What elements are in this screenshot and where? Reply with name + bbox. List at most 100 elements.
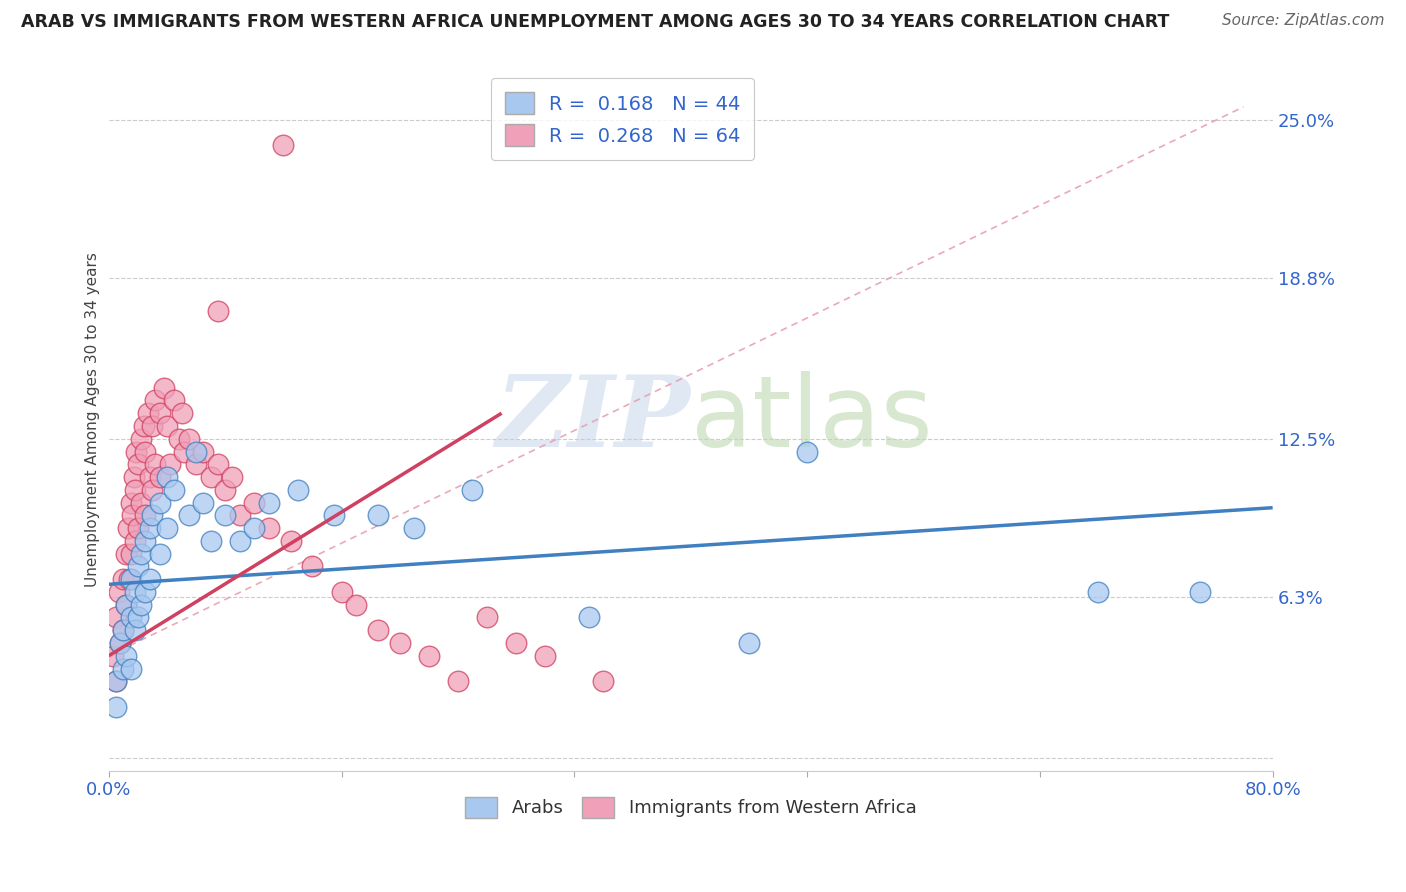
Point	[243, 521, 266, 535]
Point	[122, 470, 145, 484]
Point	[115, 547, 138, 561]
Point	[323, 508, 346, 523]
Point	[136, 406, 159, 420]
Point	[141, 419, 163, 434]
Point	[129, 495, 152, 509]
Text: ARAB VS IMMIGRANTS FROM WESTERN AFRICA UNEMPLOYMENT AMONG AGES 30 TO 34 YEARS CO: ARAB VS IMMIGRANTS FROM WESTERN AFRICA U…	[21, 13, 1170, 31]
Point	[101, 648, 124, 663]
Point	[461, 483, 484, 497]
Point	[117, 521, 139, 535]
Point	[592, 674, 614, 689]
Point	[287, 483, 309, 497]
Point	[257, 495, 280, 509]
Point	[124, 585, 146, 599]
Point	[578, 610, 600, 624]
Point	[125, 444, 148, 458]
Point	[738, 636, 761, 650]
Point	[280, 533, 302, 548]
Point	[173, 444, 195, 458]
Point	[132, 419, 155, 434]
Point	[228, 533, 250, 548]
Point	[112, 572, 135, 586]
Point	[138, 521, 160, 535]
Point	[153, 381, 176, 395]
Point	[138, 470, 160, 484]
Point	[134, 444, 156, 458]
Point	[418, 648, 440, 663]
Point	[388, 636, 411, 650]
Point	[447, 674, 470, 689]
Point	[344, 598, 367, 612]
Point	[127, 521, 149, 535]
Point	[105, 674, 128, 689]
Point	[120, 572, 142, 586]
Point	[367, 624, 389, 638]
Point	[127, 458, 149, 472]
Point	[143, 393, 166, 408]
Point	[367, 508, 389, 523]
Point	[163, 393, 186, 408]
Text: Source: ZipAtlas.com: Source: ZipAtlas.com	[1222, 13, 1385, 29]
Point	[112, 624, 135, 638]
Point	[221, 470, 243, 484]
Point	[170, 406, 193, 420]
Point	[177, 432, 200, 446]
Point	[143, 458, 166, 472]
Point	[127, 559, 149, 574]
Point	[120, 662, 142, 676]
Point	[124, 483, 146, 497]
Point	[184, 458, 207, 472]
Point	[121, 508, 143, 523]
Point	[167, 432, 190, 446]
Point	[129, 547, 152, 561]
Point	[214, 483, 236, 497]
Point	[105, 610, 128, 624]
Point	[124, 533, 146, 548]
Point	[127, 610, 149, 624]
Point	[200, 533, 222, 548]
Point	[115, 648, 138, 663]
Point	[156, 521, 179, 535]
Point	[207, 304, 229, 318]
Point	[120, 495, 142, 509]
Point	[149, 495, 172, 509]
Point	[120, 610, 142, 624]
Point	[475, 610, 498, 624]
Point	[534, 648, 557, 663]
Point	[149, 406, 172, 420]
Point	[207, 458, 229, 472]
Point	[243, 495, 266, 509]
Point	[1188, 585, 1211, 599]
Point	[159, 458, 181, 472]
Point	[112, 624, 135, 638]
Point	[149, 470, 172, 484]
Point	[796, 444, 818, 458]
Point	[108, 585, 131, 599]
Point	[330, 585, 353, 599]
Point	[149, 547, 172, 561]
Text: ZIP: ZIP	[496, 371, 690, 468]
Point	[129, 598, 152, 612]
Point	[105, 674, 128, 689]
Point	[257, 521, 280, 535]
Point	[273, 138, 295, 153]
Point	[129, 432, 152, 446]
Point	[184, 444, 207, 458]
Point	[112, 662, 135, 676]
Point	[193, 495, 215, 509]
Point	[214, 508, 236, 523]
Point	[141, 508, 163, 523]
Point	[228, 508, 250, 523]
Point	[163, 483, 186, 497]
Point	[115, 598, 138, 612]
Y-axis label: Unemployment Among Ages 30 to 34 years: Unemployment Among Ages 30 to 34 years	[86, 252, 100, 587]
Point	[200, 470, 222, 484]
Point	[134, 508, 156, 523]
Point	[156, 470, 179, 484]
Point	[404, 521, 426, 535]
Point	[301, 559, 323, 574]
Point	[120, 547, 142, 561]
Point	[110, 636, 132, 650]
Legend: Arabs, Immigrants from Western Africa: Arabs, Immigrants from Western Africa	[458, 789, 924, 825]
Point	[115, 598, 138, 612]
